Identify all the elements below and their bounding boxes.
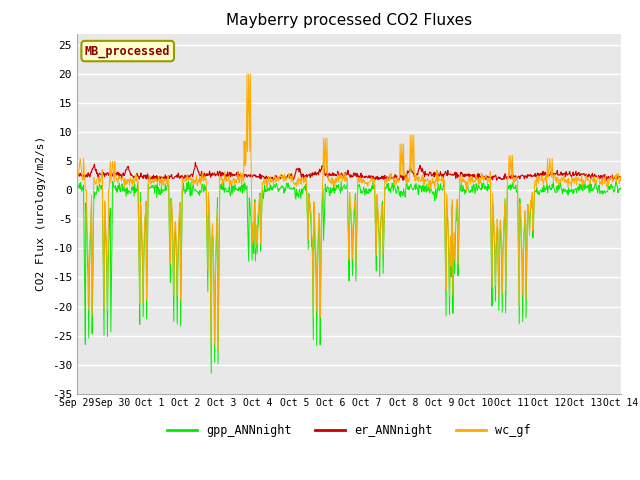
er_ANNnight	[381, 178, 389, 184]
Line: gpp_ANNnight: gpp_ANNnight	[77, 181, 621, 373]
er_ANNnight	[600, 172, 607, 178]
wc_gf	[300, 180, 308, 186]
Line: er_ANNnight: er_ANNnight	[77, 162, 621, 181]
Y-axis label: CO2 Flux (urology/m2/s): CO2 Flux (urology/m2/s)	[36, 136, 46, 291]
wc_gf	[174, 255, 182, 261]
wc_gf	[617, 174, 625, 180]
wc_gf	[600, 177, 607, 182]
er_ANNnight	[591, 171, 598, 177]
gpp_ANNnight	[591, 182, 598, 188]
gpp_ANNnight	[300, 186, 308, 192]
wc_gf	[99, 232, 107, 238]
er_ANNnight	[617, 174, 625, 180]
wc_gf	[73, 156, 81, 161]
wc_gf	[591, 174, 598, 180]
Text: MB_processed: MB_processed	[85, 44, 170, 58]
Title: Mayberry processed CO2 Fluxes: Mayberry processed CO2 Fluxes	[226, 13, 472, 28]
er_ANNnight	[300, 171, 307, 177]
gpp_ANNnight	[395, 184, 403, 190]
gpp_ANNnight	[600, 191, 607, 196]
Line: wc_gf: wc_gf	[77, 74, 621, 351]
wc_gf	[214, 348, 222, 354]
er_ANNnight	[395, 176, 403, 182]
gpp_ANNnight	[207, 371, 215, 376]
er_ANNnight	[191, 159, 199, 165]
wc_gf	[243, 72, 251, 77]
er_ANNnight	[174, 174, 182, 180]
gpp_ANNnight	[73, 183, 81, 189]
gpp_ANNnight	[99, 235, 107, 240]
wc_gf	[395, 180, 403, 185]
gpp_ANNnight	[617, 186, 625, 192]
er_ANNnight	[73, 172, 81, 178]
gpp_ANNnight	[185, 178, 193, 184]
gpp_ANNnight	[174, 269, 182, 275]
er_ANNnight	[99, 172, 107, 178]
Legend: gpp_ANNnight, er_ANNnight, wc_gf: gpp_ANNnight, er_ANNnight, wc_gf	[163, 419, 535, 442]
